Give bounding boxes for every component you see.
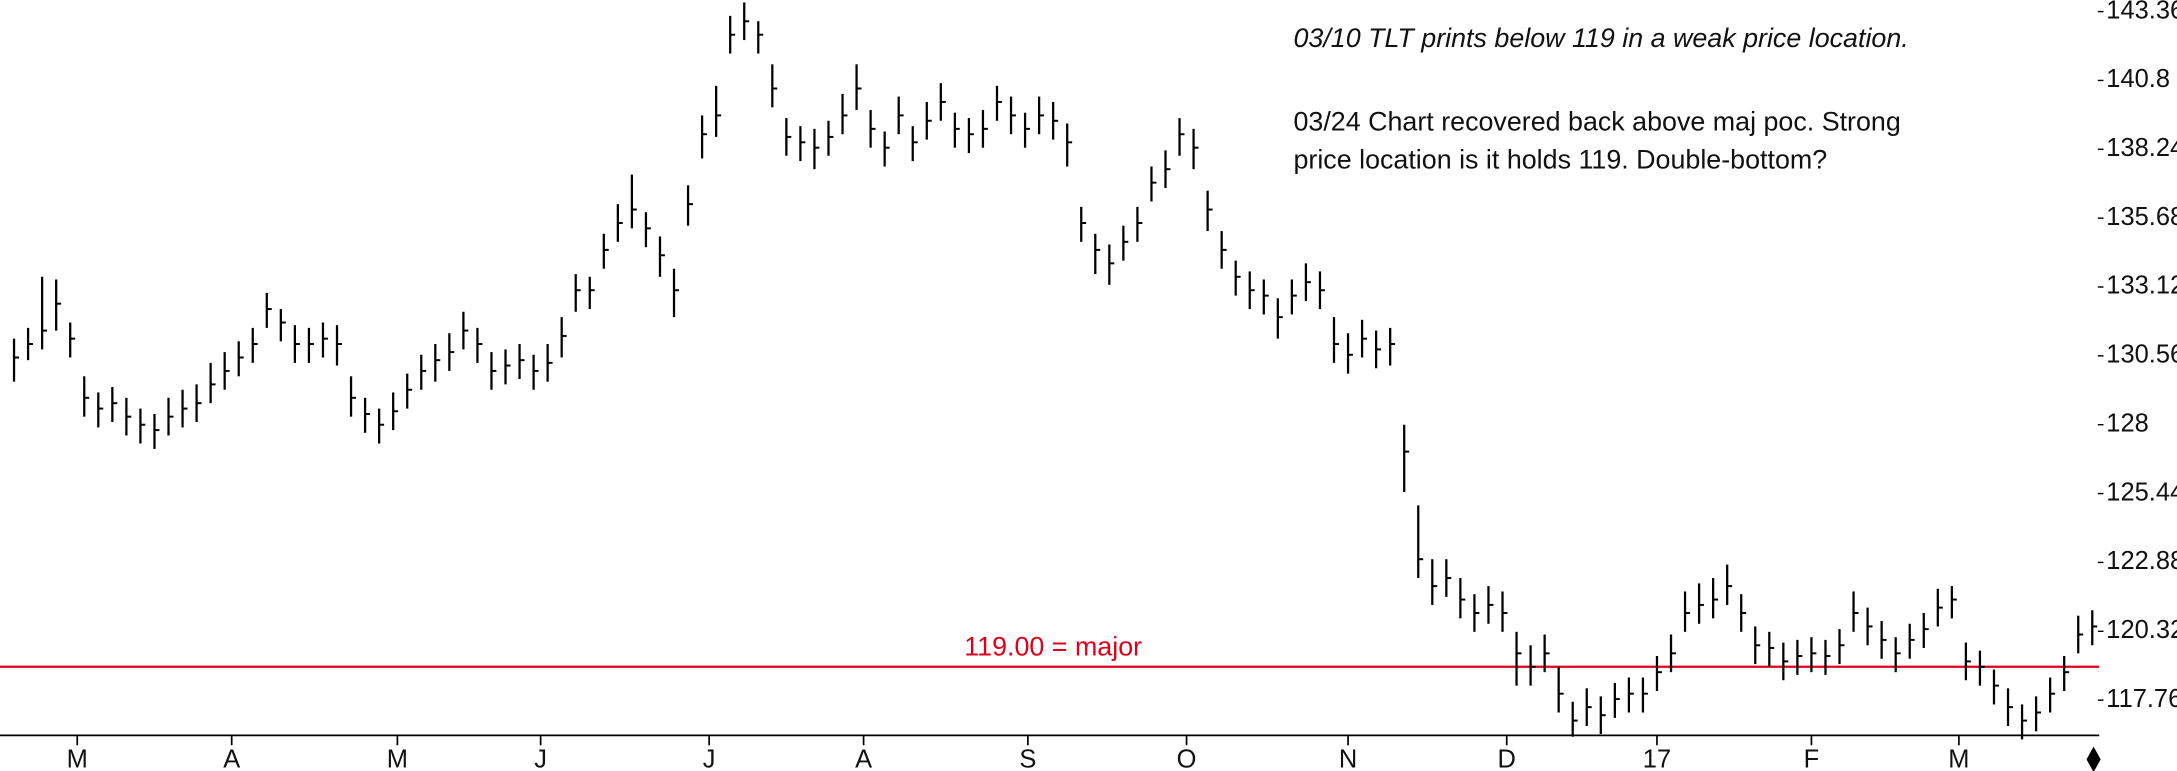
- y-tick-label: 143.36: [2106, 0, 2177, 24]
- marker: [2086, 746, 2101, 771]
- x-tick-label: A: [223, 746, 240, 771]
- x-tick-label: J: [703, 746, 716, 771]
- y-tick-label: 133.12: [2106, 272, 2177, 300]
- annotation: price location is it holds 119. Double-b…: [1293, 145, 1827, 175]
- x-tick-label: J: [534, 746, 547, 771]
- x-tick-label: M: [1948, 746, 1969, 771]
- y-tick-label: 128: [2106, 409, 2148, 437]
- x-tick-label: M: [387, 746, 408, 771]
- x-tick-label: A: [855, 746, 872, 771]
- annotation: 03/24 Chart recovered back above maj poc…: [1293, 106, 1900, 136]
- x-tick-label: N: [1339, 746, 1357, 771]
- y-tick-label: 130.56: [2106, 341, 2177, 369]
- reference-label: 119.00 = major: [964, 632, 1142, 662]
- x-tick-label: D: [1498, 746, 1516, 771]
- y-tick-label: 138.24: [2106, 134, 2177, 162]
- annotation: 03/10 TLT prints below 119 in a weak pri…: [1293, 23, 1908, 53]
- x-tick-label: O: [1177, 746, 1197, 771]
- y-tick-label: 140.8: [2106, 65, 2170, 93]
- y-tick-label: 120.32: [2106, 616, 2177, 644]
- x-tick-label: S: [1019, 746, 1036, 771]
- x-tick-label: M: [67, 746, 88, 771]
- y-tick-label: 122.88: [2106, 547, 2177, 575]
- y-tick-label: 117.76: [2106, 685, 2177, 713]
- y-tick-label: 135.68: [2106, 203, 2177, 231]
- x-tick-label: F: [1804, 746, 1820, 771]
- x-tick-label: 17: [1643, 746, 1671, 771]
- y-tick-label: 125.44: [2106, 478, 2177, 506]
